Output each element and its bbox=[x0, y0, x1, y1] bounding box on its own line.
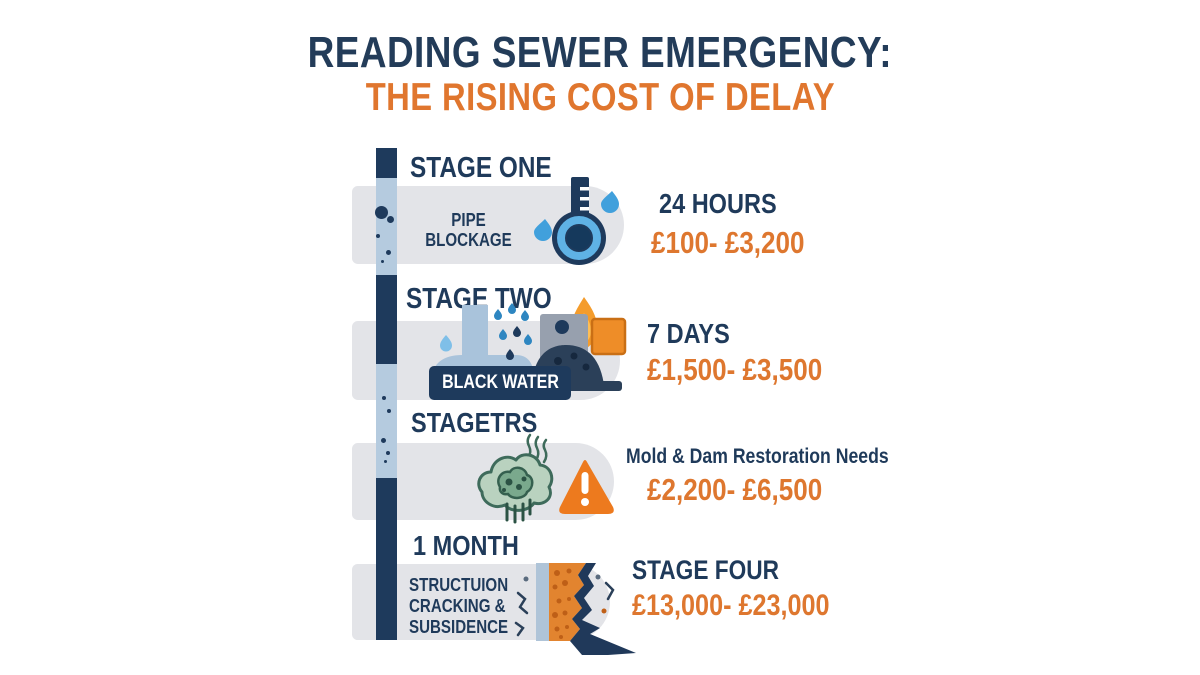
pipe-bubble bbox=[386, 451, 390, 455]
title-block: READING SEWER EMERGENCY: THE RISING COST… bbox=[0, 28, 1200, 120]
stage-one-cost: £100- £3,200 bbox=[651, 225, 805, 260]
cracked-wall-subsidence-icon bbox=[514, 563, 636, 655]
pipe-segment-dark bbox=[376, 275, 397, 364]
pipe-segment-dark bbox=[376, 478, 397, 640]
pipe-bubble bbox=[386, 250, 391, 255]
stage-four-label-line2: CRACKING & bbox=[409, 596, 506, 616]
pipe-bubble bbox=[376, 234, 380, 238]
pipe-segment-dark bbox=[376, 148, 397, 178]
pipe-bubble bbox=[381, 438, 386, 443]
pipe-bubble bbox=[375, 206, 388, 219]
stage-four-cost: £13,000- £23,000 bbox=[632, 589, 830, 622]
stage-four-heading: 1 MONTH bbox=[413, 530, 519, 561]
stage-one-duration: 24 HOURS bbox=[659, 188, 777, 219]
pipe-bubble bbox=[387, 216, 394, 223]
black-water-badge: BLACK WATER bbox=[429, 366, 571, 400]
sewage-overflow-valve-icon bbox=[432, 297, 627, 391]
pipe-bubble bbox=[384, 460, 387, 463]
pipe-segment-light bbox=[376, 364, 397, 478]
stage-two-duration: 7 DAYS bbox=[647, 318, 730, 349]
stage-one-heading: STAGE ONE bbox=[410, 152, 552, 184]
mold-cloud-warning-icon bbox=[477, 433, 614, 524]
stage-four-duration: STAGE FOUR bbox=[632, 555, 779, 585]
stage-four-label-line1: STRUCTUION bbox=[409, 575, 509, 595]
stage-two-label: BLACK WATER bbox=[441, 372, 559, 393]
stage-one-label-line2: BLOCKAGE bbox=[425, 230, 512, 250]
pipe-bubble bbox=[387, 409, 391, 413]
pipe-bubble bbox=[381, 260, 384, 263]
pipe-bubble bbox=[382, 396, 386, 400]
thermometer-water-drops-icon bbox=[534, 177, 619, 265]
stage-three-cost: £2,200- £6,500 bbox=[647, 472, 823, 507]
stage-two-cost: £1,500- £3,500 bbox=[647, 352, 823, 387]
stage-three-heading: STAGETRS bbox=[411, 407, 538, 438]
stage-four-label-line3: SUBSIDENCE bbox=[409, 617, 509, 637]
pipe-segment-light bbox=[376, 178, 397, 275]
stage-three-duration: Mold & Dam Restoration Needs bbox=[626, 445, 889, 468]
stage-one-label-line1: PIPE bbox=[451, 210, 486, 230]
title-line-1: READING SEWER EMERGENCY: bbox=[307, 28, 893, 77]
title-line-2: THE RISING COST OF DELAY bbox=[365, 76, 835, 120]
